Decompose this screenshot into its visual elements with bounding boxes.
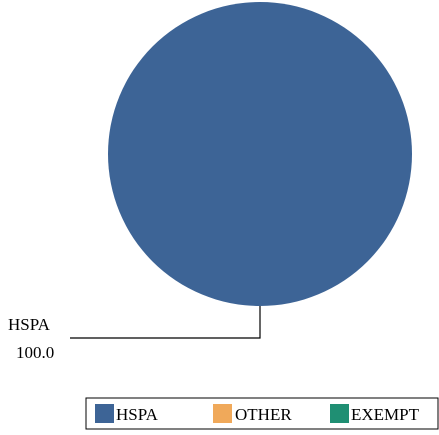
pie-slices [108, 2, 412, 306]
hspa-leader-line [70, 306, 261, 339]
legend-label-other: OTHER [235, 405, 292, 424]
legend-swatch-hspa [95, 404, 114, 423]
pie-slice-hspa [108, 2, 412, 306]
legend-frame [85, 397, 439, 430]
legend-label-exempt: EXEMPT [351, 405, 420, 424]
legend-label-hspa: HSPA [116, 405, 159, 424]
legend-swatch-exempt [330, 404, 349, 423]
hspa-slice-label: HSPA [8, 315, 51, 334]
legend-swatch-other [213, 404, 232, 423]
hspa-slice-value: 100.0 [16, 343, 54, 362]
legend: HSPA OTHER EXEMPT [85, 397, 439, 430]
